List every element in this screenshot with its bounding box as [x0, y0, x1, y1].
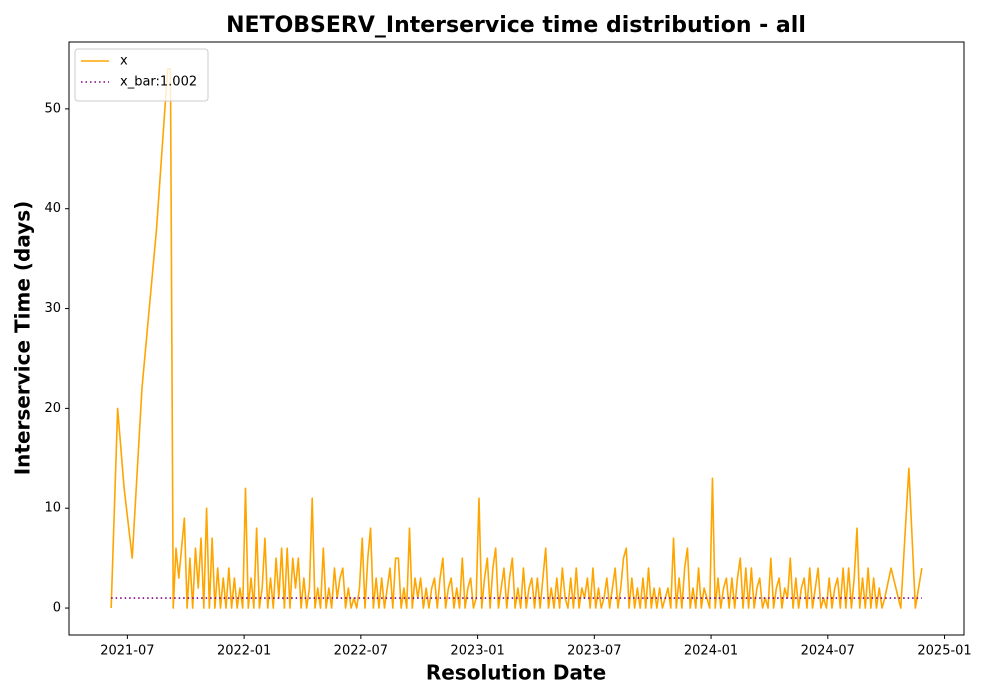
y-tick-label: 0: [53, 601, 61, 616]
x-tick-label: 2023-01: [450, 644, 504, 659]
legend-label: x_bar:1.002: [120, 75, 197, 90]
plot-frame: [68, 41, 965, 636]
x-axis-label: Resolution Date: [426, 661, 606, 685]
x-tick-label: 2023-07: [567, 644, 621, 659]
y-tick-label: 30: [44, 301, 61, 316]
x-tick-label: 2024-07: [801, 644, 855, 659]
legend-box: [74, 48, 209, 102]
y-tick-label: 50: [44, 101, 61, 116]
x-tick-label: 2022-07: [334, 644, 388, 659]
x-tick-label: 2022-01: [217, 644, 271, 659]
data-line: [110, 68, 923, 609]
y-tick-label: 10: [44, 501, 61, 516]
legend-label: x: [120, 54, 128, 69]
x-tick-label: 2025-01: [917, 644, 971, 659]
y-tick-label: 40: [44, 201, 61, 216]
x-tick-label: 2024-01: [684, 644, 738, 659]
y-tick-label: 20: [44, 401, 61, 416]
x-tick-label: 2021-07: [100, 644, 154, 659]
chart-title: NETOBSERV_Interservice time distribution…: [226, 13, 806, 38]
y-axis-label: Interservice Time (days): [11, 201, 35, 476]
